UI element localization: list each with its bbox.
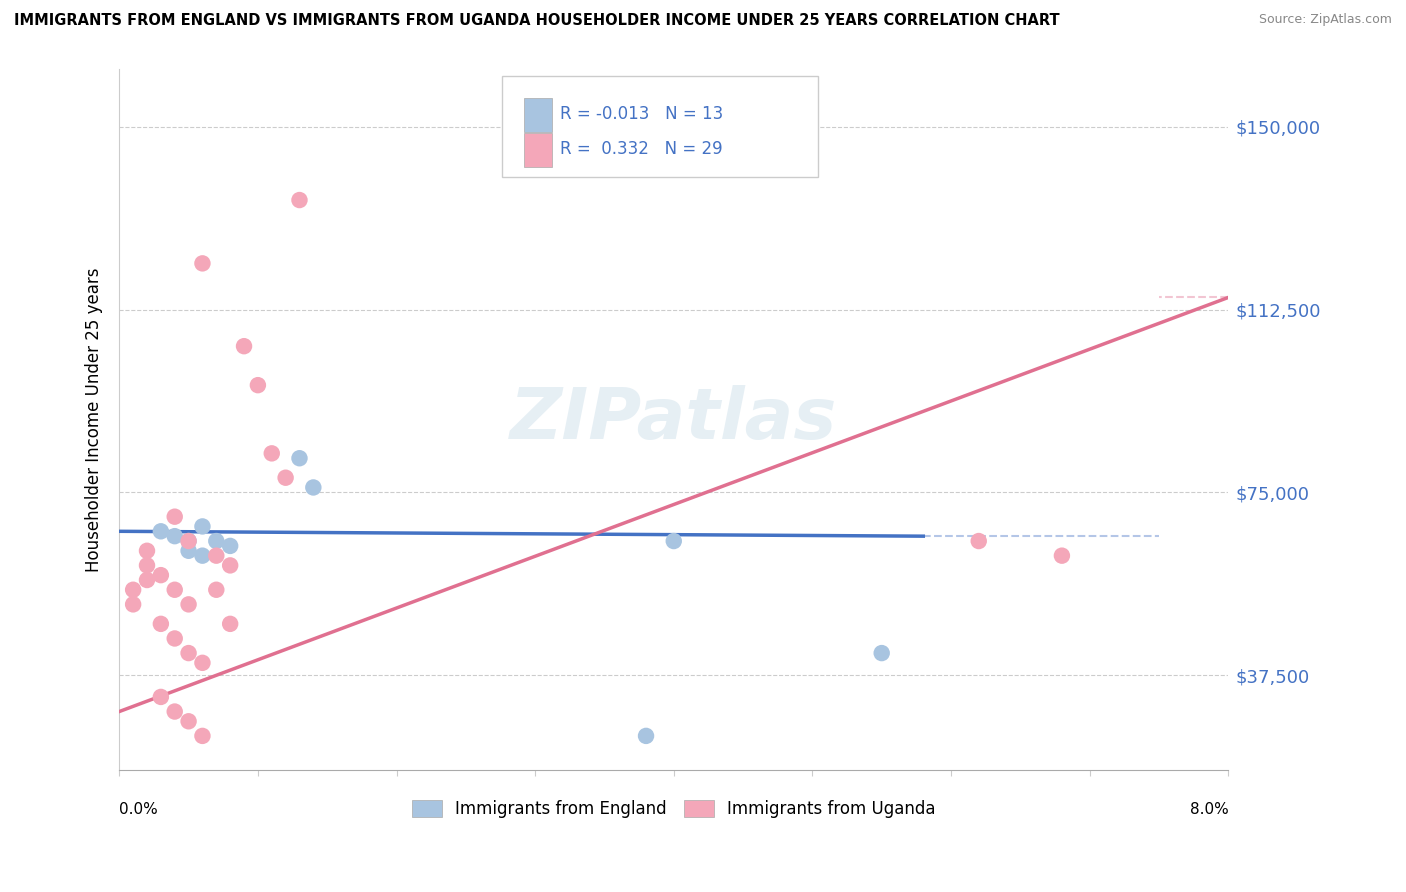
Point [149, 524, 172, 539]
Point [177, 534, 200, 549]
Point [870, 646, 893, 660]
Point [191, 256, 214, 270]
Point [149, 616, 172, 631]
FancyBboxPatch shape [502, 76, 818, 178]
Point [219, 539, 242, 553]
Point [246, 378, 269, 392]
Point [163, 509, 186, 524]
Text: Source: ZipAtlas.com: Source: ZipAtlas.com [1258, 13, 1392, 27]
Text: ZIPatlas: ZIPatlas [510, 384, 838, 454]
Point [662, 534, 685, 549]
Point [205, 534, 228, 549]
Text: R = -0.013   N = 13: R = -0.013 N = 13 [560, 105, 723, 123]
Point [177, 534, 200, 549]
Point [163, 632, 186, 646]
Point [219, 616, 242, 631]
Point [122, 582, 145, 597]
Text: 0.0%: 0.0% [120, 802, 157, 816]
Text: 8.0%: 8.0% [1189, 802, 1229, 816]
Text: IMMIGRANTS FROM ENGLAND VS IMMIGRANTS FROM UGANDA HOUSEHOLDER INCOME UNDER 25 YE: IMMIGRANTS FROM ENGLAND VS IMMIGRANTS FR… [14, 13, 1060, 29]
Point [136, 543, 159, 558]
Point [191, 519, 214, 533]
Point [149, 690, 172, 704]
Point [191, 656, 214, 670]
Text: R =  0.332   N = 29: R = 0.332 N = 29 [560, 140, 723, 158]
Point [634, 729, 657, 743]
Point [260, 446, 283, 460]
FancyBboxPatch shape [524, 133, 551, 167]
Point [205, 582, 228, 597]
Point [163, 705, 186, 719]
Point [205, 549, 228, 563]
Point [288, 193, 311, 207]
Point [177, 598, 200, 612]
FancyBboxPatch shape [524, 98, 551, 132]
Point [967, 534, 990, 549]
Point [163, 582, 186, 597]
Y-axis label: Householder Income Under 25 years: Householder Income Under 25 years [86, 267, 103, 572]
Point [149, 568, 172, 582]
Point [288, 451, 311, 466]
Point [1050, 549, 1073, 563]
Point [219, 558, 242, 573]
Point [136, 558, 159, 573]
Legend: Immigrants from England, Immigrants from Uganda: Immigrants from England, Immigrants from… [405, 793, 942, 825]
Point [136, 573, 159, 587]
Point [302, 480, 325, 494]
Point [191, 729, 214, 743]
Point [163, 529, 186, 543]
Point [177, 646, 200, 660]
Point [177, 543, 200, 558]
Point [233, 339, 256, 353]
Point [274, 471, 297, 485]
Point [191, 549, 214, 563]
Point [122, 598, 145, 612]
Point [177, 714, 200, 729]
